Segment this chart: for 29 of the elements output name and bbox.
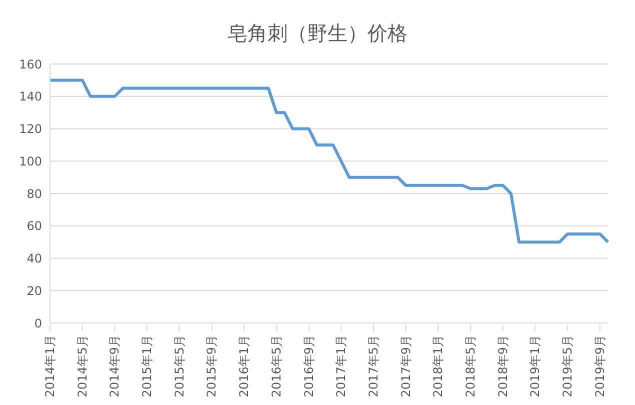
- y-tick-label: 100: [19, 154, 42, 168]
- x-tick-label: 2014年9月: [108, 335, 122, 398]
- x-tick-label: 2016年9月: [302, 335, 316, 398]
- x-tick-label: 2017年9月: [398, 335, 413, 398]
- x-tick-label: 2017年1月: [334, 335, 348, 398]
- x-tick-label: 2017年5月: [366, 335, 380, 398]
- x-tick-label: 2014年5月: [75, 335, 90, 398]
- x-tick-label: 2019年9月: [592, 335, 607, 398]
- x-tick-label: 2018年5月: [464, 335, 478, 398]
- y-tick-label: 140: [19, 90, 42, 104]
- y-tick-label: 160: [19, 57, 42, 72]
- y-tick-label: 60: [26, 219, 42, 234]
- x-tick-label: 2015年1月: [140, 335, 154, 398]
- y-tick-label: 120: [19, 122, 42, 136]
- y-tick-label: 80: [26, 186, 42, 201]
- x-tick-label: 2019年5月: [560, 335, 575, 398]
- x-tick-label: 2018年1月: [431, 335, 446, 398]
- y-tick-label: 20: [26, 284, 42, 298]
- x-tick-label: 2015年5月: [172, 335, 186, 398]
- line-series: [48, 78, 610, 244]
- chart-title: 皂角刺（野生）价格: [226, 20, 408, 47]
- x-tick-label: 2019年1月: [528, 335, 542, 398]
- y-tick-label: 40: [26, 252, 42, 266]
- x-tick-label: 2016年5月: [269, 335, 284, 398]
- x-tick-label: 2016年1月: [237, 335, 252, 398]
- x-tick-label: 2018年9月: [496, 335, 510, 398]
- y-tick-label: 0: [34, 316, 42, 330]
- x-tick-label: 2014年1月: [43, 335, 57, 398]
- x-tick-label: 2015年9月: [204, 335, 219, 398]
